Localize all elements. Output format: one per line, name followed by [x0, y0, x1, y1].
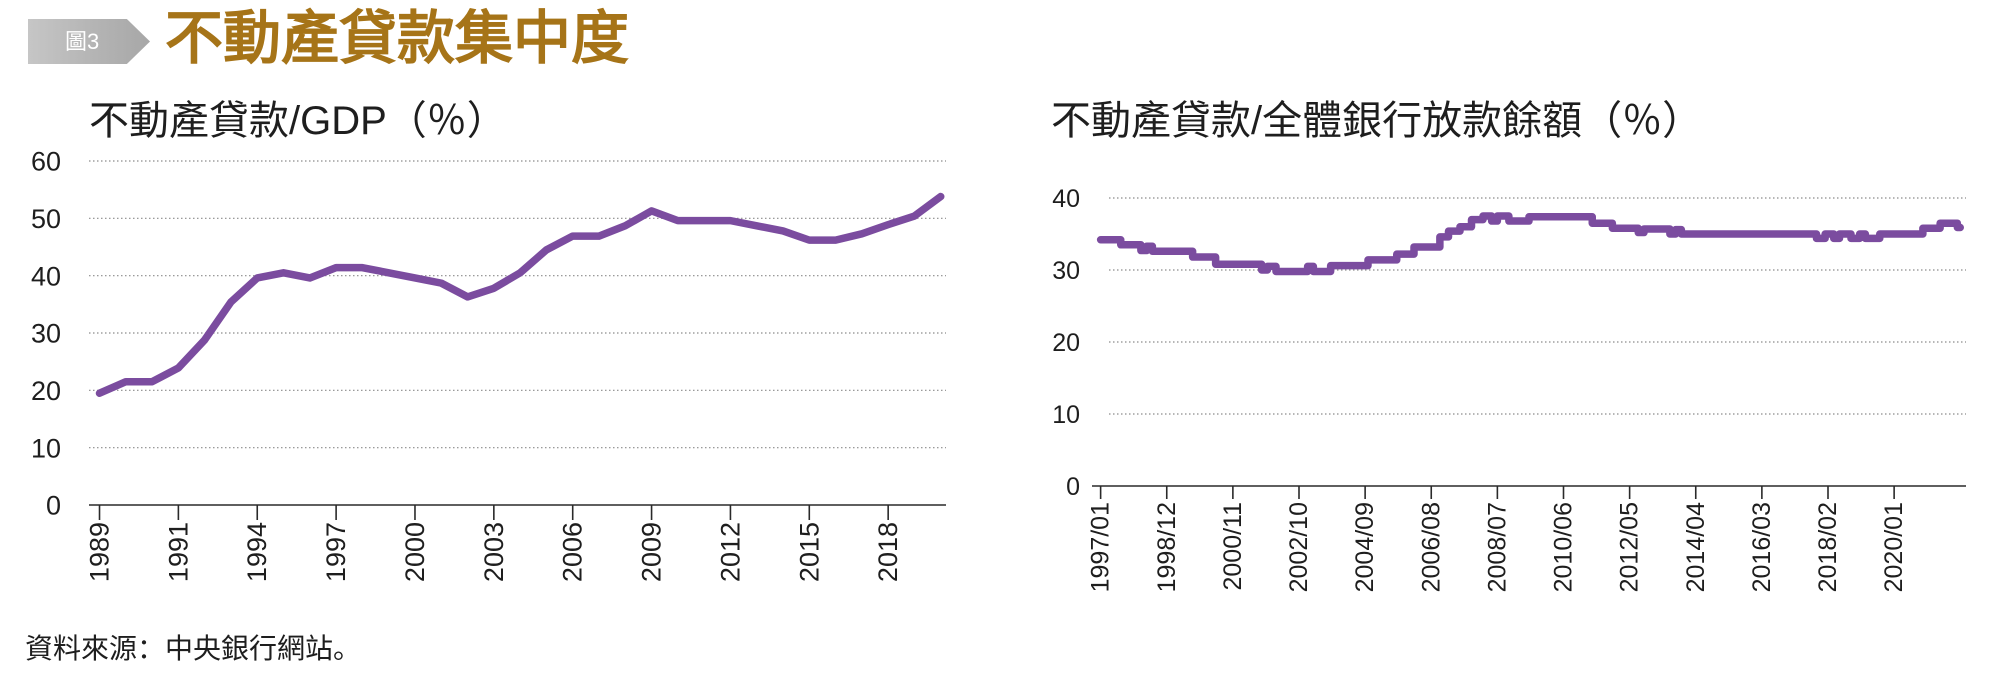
- x-tick-label: 1989: [85, 522, 115, 582]
- chart-loans-to-gdp: 0 10 20 30 40 50 60 1989 1991 1994 1997 2000 2003 200…: [31, 147, 946, 582]
- y-tick-label: 30: [1052, 257, 1080, 285]
- x-tick-label: 2000: [400, 522, 430, 582]
- x-tick-label: 2003: [479, 522, 509, 582]
- x-tick-label: 2016/03: [1748, 502, 1776, 592]
- chart-title-loans-to-gdp: 不動產貸款/GDP（％）: [89, 99, 507, 143]
- y-tick-label: 40: [31, 261, 61, 291]
- y-tick-label: 20: [1052, 329, 1080, 357]
- x-tick-label: 2008/07: [1483, 502, 1511, 592]
- y-tick-label: 0: [1066, 473, 1080, 501]
- x-tick-label: 2012: [715, 522, 745, 582]
- x-tick-label: 2006/08: [1417, 502, 1445, 592]
- x-tick-label: 2002/10: [1285, 502, 1313, 592]
- y-tick-label: 10: [1052, 401, 1080, 429]
- figure-number-label: 圖3: [65, 29, 100, 54]
- y-tick-label: 30: [31, 319, 61, 349]
- x-tick-label: 2015: [794, 522, 824, 582]
- x-tick-label: 2012/05: [1616, 502, 1644, 592]
- x-tick-label: 1994: [242, 522, 272, 582]
- x-tick-label: 2018/02: [1814, 502, 1842, 592]
- series-line: [1096, 212, 1964, 276]
- x-tick-label: 1991: [163, 522, 193, 582]
- x-tick-label: 2004/09: [1351, 502, 1379, 592]
- x-tick-label: 2009: [637, 522, 667, 582]
- x-tick-label: 2006: [558, 522, 588, 582]
- figure-title: 不動產貸款集中度: [165, 6, 630, 71]
- y-tick-label: 40: [1052, 185, 1080, 213]
- x-tick-label: 2020/01: [1880, 502, 1908, 592]
- x-tick-label: 2018: [873, 522, 903, 582]
- y-tick-label: 20: [31, 376, 61, 406]
- y-tick-label: 10: [31, 433, 61, 463]
- y-tick-label: 60: [31, 147, 61, 177]
- chart-title-loans-to-total-loans: 不動產貸款/全體銀行放款餘額（％）: [1051, 99, 1703, 143]
- x-tick-label: 2010/06: [1550, 502, 1578, 592]
- x-tick-label: 1997: [321, 522, 351, 582]
- x-tick-label: 1998/12: [1153, 502, 1181, 592]
- figure-badge: 圖3: [28, 19, 150, 64]
- x-tick-label: 2000/11: [1219, 502, 1247, 591]
- source-note: 資料來源：中央銀行網站。: [25, 633, 362, 664]
- y-tick-label: 0: [46, 491, 61, 521]
- y-tick-label: 50: [31, 204, 61, 234]
- x-tick-label: 2014/04: [1682, 502, 1710, 592]
- series-line: [95, 192, 945, 397]
- chart-loans-to-total-loans: 0 10 20 30 40 1997/01 1998/12 2000/11 2002/10 200…: [1052, 185, 1966, 592]
- x-tick-label: 1997/01: [1087, 502, 1115, 592]
